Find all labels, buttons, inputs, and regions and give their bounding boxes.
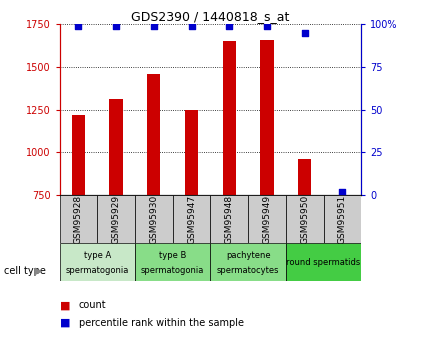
Text: GSM95948: GSM95948 bbox=[225, 195, 234, 244]
Text: GSM95929: GSM95929 bbox=[112, 195, 121, 244]
Text: GSM95950: GSM95950 bbox=[300, 195, 309, 244]
Point bbox=[150, 23, 157, 29]
Text: ▶: ▶ bbox=[35, 266, 42, 276]
Bar bbox=[60, 195, 97, 243]
Text: spermatogonia: spermatogonia bbox=[65, 266, 129, 275]
Text: GSM95928: GSM95928 bbox=[74, 195, 83, 244]
Text: pachytene: pachytene bbox=[226, 251, 270, 260]
Bar bbox=[223, 41, 236, 195]
Point bbox=[113, 23, 119, 29]
Bar bbox=[286, 195, 323, 243]
Point bbox=[264, 23, 270, 29]
Text: GSM95949: GSM95949 bbox=[263, 195, 272, 244]
Bar bbox=[97, 195, 135, 243]
Bar bbox=[210, 243, 286, 281]
Bar bbox=[286, 243, 361, 281]
Bar bbox=[298, 159, 311, 195]
Bar bbox=[147, 74, 160, 195]
Bar bbox=[60, 243, 135, 281]
Text: ■: ■ bbox=[60, 300, 70, 310]
Text: type B: type B bbox=[159, 251, 186, 260]
Bar bbox=[135, 195, 173, 243]
Text: cell type: cell type bbox=[4, 266, 46, 276]
Bar bbox=[110, 99, 123, 195]
Text: GSM95951: GSM95951 bbox=[338, 195, 347, 244]
Bar bbox=[72, 115, 85, 195]
Text: count: count bbox=[79, 300, 106, 310]
Bar bbox=[135, 243, 210, 281]
Bar bbox=[261, 40, 274, 195]
Bar bbox=[185, 110, 198, 195]
Point bbox=[75, 23, 82, 29]
Text: round spermatids: round spermatids bbox=[286, 258, 361, 267]
Text: type A: type A bbox=[84, 251, 111, 260]
Text: spermatocytes: spermatocytes bbox=[217, 266, 279, 275]
Bar bbox=[173, 195, 210, 243]
Title: GDS2390 / 1440818_s_at: GDS2390 / 1440818_s_at bbox=[131, 10, 289, 23]
Text: GSM95930: GSM95930 bbox=[149, 195, 158, 244]
Text: GSM95947: GSM95947 bbox=[187, 195, 196, 244]
Bar bbox=[248, 195, 286, 243]
Point bbox=[226, 23, 232, 29]
Point bbox=[339, 189, 346, 194]
Text: spermatogonia: spermatogonia bbox=[141, 266, 204, 275]
Bar bbox=[323, 195, 361, 243]
Text: percentile rank within the sample: percentile rank within the sample bbox=[79, 318, 244, 327]
Point bbox=[188, 23, 195, 29]
Point bbox=[301, 30, 308, 36]
Text: ■: ■ bbox=[60, 318, 70, 327]
Bar bbox=[210, 195, 248, 243]
